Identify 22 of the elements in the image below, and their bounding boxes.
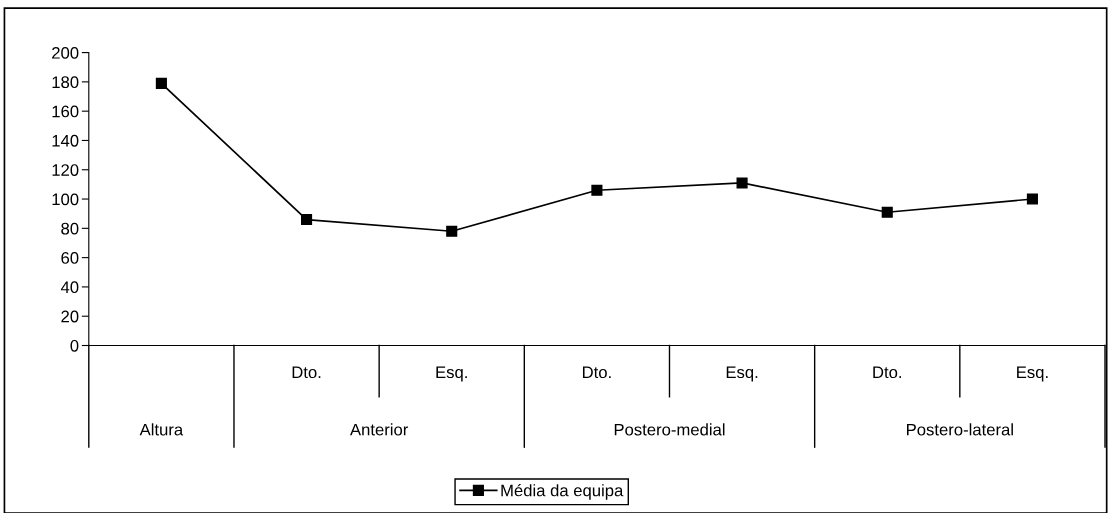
x-tick-label: Esq. (726, 366, 758, 382)
x-tick-label: Dto. (292, 366, 321, 379)
x-tick-label: Dto. (582, 366, 611, 379)
y-tick-label: 120 (52, 164, 79, 176)
text: Postero-medial (614, 423, 725, 436)
y-tick-label: 100 (52, 193, 79, 206)
text: Altura (139, 423, 184, 436)
y-tick-label: 140 (52, 134, 79, 147)
x-tick-label: Dto. (873, 366, 902, 379)
y-tick-label: 60 (61, 252, 79, 264)
y-tick-label: 180 (52, 76, 79, 89)
x-tick-label: Esq. (1017, 366, 1048, 382)
legend-label: Média da equipa (501, 483, 624, 500)
text: Postero-lateral (907, 423, 1013, 436)
y-tick-label: 160 (52, 105, 79, 118)
text: Anterior (350, 423, 409, 436)
y-tick-label: 0 (70, 339, 79, 352)
y-tick-label: 40 (60, 281, 79, 294)
y-tick-label: 200 (52, 46, 79, 59)
y-tick-label: 20 (61, 310, 79, 323)
x-tick-label: Esq. (436, 366, 467, 382)
y-tick-label: 80 (61, 222, 79, 235)
